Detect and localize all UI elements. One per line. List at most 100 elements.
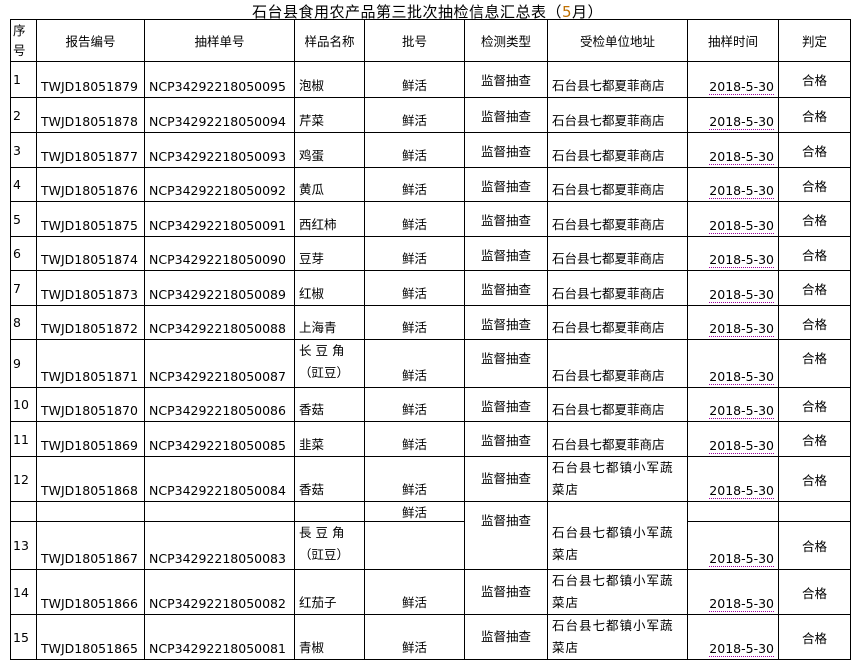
cell-sample-name-text: 上海青 [299, 320, 337, 335]
cell-report-no: TWJD18051865 [36, 614, 145, 660]
cell-seq-text: 4 [13, 177, 21, 192]
header-result: 判定 [778, 19, 851, 62]
cell-address: 石台县七都夏菲商店 [547, 305, 688, 340]
cell-date-text: 2018-5-30 [709, 287, 774, 303]
cell-test-type: 监督抽查 [464, 132, 548, 168]
cell-date: 2018-5-30 [687, 614, 779, 660]
cell-sample-no: NCP34292218050092 [144, 167, 295, 202]
cell-report-no-text: TWJD18051873 [41, 287, 138, 302]
cell-date: 2018-5-30 [687, 97, 779, 133]
cell-result-text: 合格 [801, 317, 827, 332]
cell-result-text: 合格 [801, 144, 827, 159]
cell-test-type-text: 监督抽查 [480, 584, 531, 599]
cell-sample-no: NCP34292218050084 [144, 456, 295, 502]
cell-report-no: TWJD18051872 [36, 305, 145, 340]
cell-address: 石台县七都镇小军蔬菜店 [547, 614, 688, 660]
cell-sample-name: 青椒 [294, 614, 365, 660]
cell-sample-name-text: 芹菜 [299, 113, 325, 128]
cell-address: 石台县七都镇小军蔬菜店 [547, 456, 688, 502]
page-title: 石台县食用农产品第三批次抽检信息汇总表（5月） [0, 1, 855, 22]
cell-result-text: 合格 [801, 399, 827, 414]
cell-sample-name: 鸡蛋 [294, 132, 365, 168]
table-row: 2 TWJD18051878 NCP34292218050094 芹菜 鲜活 监督抽查 石台… [10, 97, 851, 133]
cell-report-no-text: TWJD18051878 [41, 114, 138, 129]
cell-sample-name: 長 豆 角（豇豆） [294, 521, 365, 570]
table-row: 13 TWJD18051867 NCP34292218050083 長 豆 角（豇豆）… [10, 521, 851, 570]
cell-batch-text: 鲜活 [401, 217, 427, 232]
cell-result-text: 合格 [801, 433, 827, 448]
cell-seq: 13 [10, 521, 37, 570]
cell-test-type: 监督抽查 [464, 201, 548, 237]
cell-result-text: 合格 [801, 472, 827, 488]
cell-test-type: 监督抽查 [464, 456, 548, 502]
cell-batch: 鲜活 [364, 97, 465, 133]
cell-report-no: TWJD18051879 [36, 61, 145, 98]
cell-batch: 鲜活 [364, 614, 465, 660]
cell-address-text: 石台县七都镇小军蔬菜店 [552, 573, 674, 610]
cell-batch: 鲜活 [364, 305, 465, 340]
cell-sample-no-text: NCP34292218050091 [149, 218, 286, 233]
cell-test-type: 监督抽查 [464, 339, 548, 388]
cell-report-no: TWJD18051871 [36, 339, 145, 388]
cell-sample-no: NCP34292218050091 [144, 201, 295, 237]
cell-sample-no: NCP34292218050081 [144, 614, 295, 660]
cell-sample-name-text: 豆芽 [299, 251, 325, 266]
cell-date-text: 2018-5-30 [709, 551, 774, 567]
cell-report-no: TWJD18051868 [36, 456, 145, 502]
cell-sample-no-text: NCP34292218050083 [149, 551, 286, 566]
cell-seq-text: 1 [13, 72, 21, 87]
cell-batch: 鲜活 [364, 501, 465, 522]
cell-result: 合格 [778, 270, 851, 306]
cell-result-text: 合格 [801, 282, 827, 297]
cell-report-no-text: TWJD18051872 [41, 321, 138, 336]
cell-seq-text: 14 [13, 584, 29, 600]
cell-result: 合格 [778, 167, 851, 202]
cell-test-type-text: 监督抽查 [480, 179, 531, 194]
cell-address: 石台县七都夏菲商店 [547, 270, 688, 306]
cell-result: 合格 [778, 569, 851, 615]
cell-date: 2018-5-30 [687, 421, 779, 457]
cell-batch: 鲜活 [364, 132, 465, 168]
cell-seq: 11 [10, 421, 37, 457]
cell-sample-no: NCP34292218050087 [144, 339, 295, 388]
cell-seq: 12 [10, 456, 37, 502]
cell-batch: 鲜活 [364, 339, 465, 388]
cell-seq-text: 11 [13, 431, 29, 447]
cell-report-no-text: TWJD18051870 [41, 403, 138, 418]
cell-date-text: 2018-5-30 [709, 596, 774, 612]
cell-date: 2018-5-30 [687, 201, 779, 237]
cell-seq: 7 [10, 270, 37, 306]
cell-batch-text: 鲜活 [401, 182, 427, 197]
cell-seq: 4 [10, 167, 37, 202]
cell-seq: 5 [10, 201, 37, 237]
cell-sample-no-text: NCP34292218050094 [149, 114, 286, 129]
table-row: 10 TWJD18051870 NCP34292218050086 香菇 鲜活 监督抽查 石… [10, 387, 851, 422]
cell-date: 2018-5-30 [687, 456, 779, 502]
cell-sample-name-text: 长 豆 角（豇豆） [299, 343, 350, 380]
cell-batch: 鲜活 [364, 236, 465, 271]
table-row: 14 TWJD18051866 NCP34292218050082 红茄子 鲜活 监督抽查… [10, 569, 851, 615]
cell-sample-no: NCP34292218050089 [144, 270, 295, 306]
cell-batch: 鲜活 [364, 61, 465, 98]
cell-batch-text: 鲜活 [401, 286, 427, 301]
cell-batch-text: 鲜活 [401, 78, 427, 93]
cell-seq-text: 2 [13, 107, 21, 123]
cell-test-type: 监督抽查 [464, 421, 548, 457]
table-row: 1 TWJD18051879 NCP34292218050095 泡椒 鲜活 监督抽查 石台… [10, 61, 851, 98]
table-row: 9 TWJD18051871 NCP34292218050087 长 豆 角（豇豆） 鲜… [10, 339, 851, 388]
header-address: 受检单位地址 [547, 19, 688, 62]
cell-address: 石台县七都夏菲商店 [547, 167, 688, 202]
cell-address: 石台县七都夏菲商店 [547, 201, 688, 237]
cell-seq: 14 [10, 569, 37, 615]
cell-test-type: 监督抽查 [464, 501, 548, 570]
table-row: 5 TWJD18051875 NCP34292218050091 西红柿 鲜活 监督抽查 石… [10, 201, 851, 237]
cell-report-no-text: TWJD18051874 [41, 252, 138, 267]
cell-address: 石台县七都镇小军蔬菜店 [547, 501, 688, 570]
cell-batch-text: 鲜活 [401, 368, 427, 383]
table-row: 15 TWJD18051865 NCP34292218050081 青椒 鲜活 监督抽查 石… [10, 614, 851, 660]
cell-test-type-text: 监督抽查 [480, 399, 531, 414]
cell-result-text: 合格 [801, 179, 827, 194]
cell-sample-no-text: NCP34292218050082 [149, 596, 286, 611]
cell-address: 石台县七都夏菲商店 [547, 236, 688, 271]
header-sample-name: 样品名称 [294, 19, 365, 62]
